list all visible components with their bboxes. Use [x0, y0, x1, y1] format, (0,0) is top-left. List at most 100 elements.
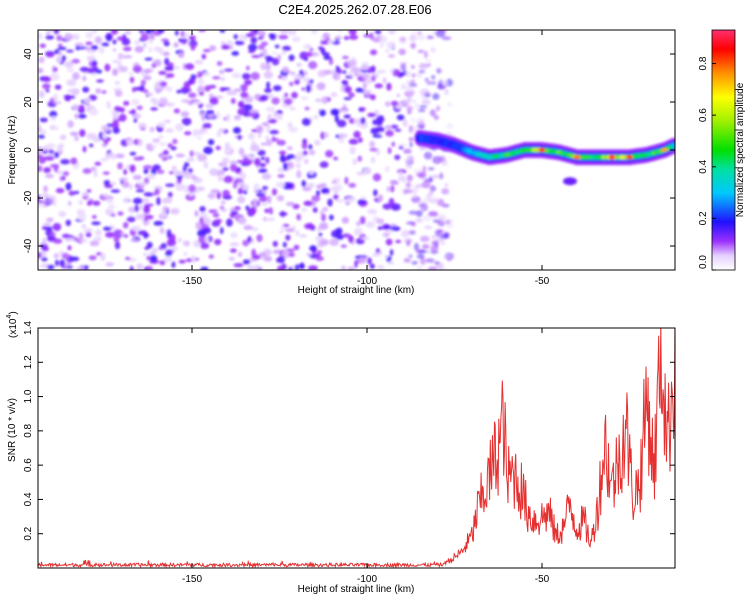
- noise-speckle: [38, 90, 45, 99]
- noise-speckle: [64, 61, 74, 68]
- noise-speckle: [342, 55, 349, 60]
- noise-speckle: [263, 71, 273, 79]
- noise-speckle: [369, 263, 375, 269]
- noise-speckle: [203, 49, 211, 53]
- noise-speckle: [41, 257, 48, 262]
- noise-speckle: [394, 128, 402, 132]
- noise-speckle: [237, 216, 247, 225]
- noise-speckle: [372, 173, 382, 182]
- noise-speckle: [341, 216, 350, 224]
- noise-speckle: [338, 137, 345, 144]
- noise-speckle: [250, 36, 258, 44]
- noise-speckle: [113, 235, 120, 243]
- noise-speckle: [88, 255, 97, 261]
- noise-speckle: [367, 257, 372, 265]
- snr-y-axis-label: SNR (10 * v/v): [7, 398, 18, 462]
- noise-speckle: [52, 223, 62, 231]
- noise-speckle: [43, 226, 53, 231]
- noise-speckle: [112, 59, 120, 64]
- noise-speckle: [363, 167, 372, 175]
- noise-speckle: [171, 261, 176, 269]
- spectrogram-x-axis-label: Height of straight line (km): [298, 285, 415, 296]
- noise-speckle: [143, 89, 149, 94]
- noise-speckle: [237, 134, 242, 141]
- noise-speckle: [91, 215, 97, 219]
- noise-speckle: [216, 191, 221, 200]
- noise-speckle: [192, 177, 203, 184]
- noise-speckle: [228, 44, 234, 51]
- noise-speckle: [212, 76, 221, 80]
- noise-speckle: [192, 128, 199, 137]
- noise-speckle: [265, 106, 276, 113]
- noise-speckle: [356, 221, 361, 227]
- noise-speckle: [114, 106, 122, 112]
- noise-speckle: [305, 51, 313, 57]
- noise-speckle: [312, 207, 318, 213]
- noise-speckle: [422, 244, 430, 250]
- noise-speckle: [159, 81, 168, 87]
- noise-speckle: [203, 161, 209, 169]
- noise-speckle: [180, 30, 185, 38]
- noise-speckle: [198, 235, 208, 244]
- noise-speckle: [160, 243, 167, 250]
- noise-speckle: [176, 89, 182, 94]
- noise-speckle: [78, 232, 84, 241]
- noise-speckle: [443, 231, 450, 239]
- noise-speckle: [163, 255, 173, 263]
- noise-speckle: [134, 40, 141, 45]
- noise-speckle: [418, 69, 426, 74]
- noise-speckle: [185, 63, 195, 70]
- noise-speckle: [38, 121, 41, 130]
- noise-speckle: [260, 62, 266, 71]
- noise-speckle: [398, 36, 407, 44]
- noise-speckle: [320, 187, 330, 194]
- noise-speckle: [110, 213, 116, 217]
- spectrogram-panel: -150 -100 -50 -40 -20 0 20 40 Height of straig…: [7, 29, 676, 296]
- noise-speckle: [39, 43, 46, 48]
- noise-speckle: [376, 70, 386, 74]
- noise-speckle: [208, 209, 218, 214]
- noise-speckle: [122, 181, 130, 188]
- noise-speckle: [386, 82, 392, 91]
- noise-speckle: [253, 183, 260, 192]
- noise-speckle: [437, 84, 445, 90]
- noise-speckle: [134, 46, 144, 53]
- noise-speckle: [276, 194, 285, 202]
- noise-speckle: [251, 248, 257, 257]
- noise-speckle: [371, 75, 376, 82]
- track-peak: [661, 148, 668, 152]
- noise-speckle: [369, 32, 374, 40]
- noise-speckle: [320, 131, 326, 140]
- noise-speckle: [69, 131, 79, 136]
- noise-speckle: [58, 143, 65, 148]
- noise-speckle: [241, 73, 251, 80]
- noise-speckle: [427, 167, 435, 171]
- noise-speckle: [251, 55, 261, 58]
- noise-speckle: [45, 89, 50, 93]
- noise-speckle: [259, 162, 267, 168]
- noise-speckle: [371, 253, 381, 257]
- noise-speckle: [344, 86, 352, 94]
- noise-speckle: [132, 174, 142, 181]
- noise-speckle: [411, 261, 418, 265]
- spectrogram-x-ticks: -150 -100 -50: [182, 30, 550, 287]
- noise-speckle: [347, 60, 357, 68]
- noise-speckle: [288, 81, 294, 87]
- noise-speckle: [134, 86, 144, 91]
- noise-speckle: [198, 104, 203, 109]
- noise-speckle: [345, 197, 353, 204]
- noise-speckle: [194, 210, 199, 217]
- noise-speckle: [129, 151, 137, 156]
- noise-speckle: [100, 252, 106, 262]
- noise-speckle: [387, 261, 395, 265]
- y-tick-label: 0.2: [23, 526, 34, 540]
- noise-speckle: [226, 218, 233, 227]
- noise-speckle: [220, 77, 226, 81]
- noise-speckle: [38, 165, 43, 172]
- noise-speckle: [129, 76, 135, 84]
- noise-speckle: [117, 53, 124, 60]
- x-tick-label: -100: [357, 276, 377, 287]
- noise-speckle: [411, 117, 415, 123]
- noise-speckle: [173, 42, 179, 48]
- noise-speckle: [188, 184, 197, 193]
